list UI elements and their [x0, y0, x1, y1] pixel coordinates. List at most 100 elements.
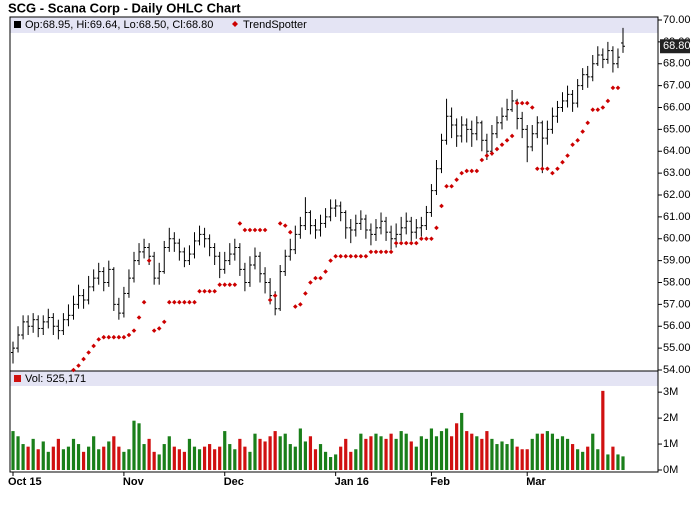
volume-bar — [495, 444, 499, 470]
volume-bar — [213, 449, 217, 470]
trendspotter-dot — [343, 253, 349, 259]
trendspotter-dot — [151, 328, 157, 333]
volume-bar — [439, 431, 444, 470]
trendspotter-dot — [303, 291, 308, 296]
volume-bar — [560, 436, 565, 470]
trendspotter-dot — [489, 151, 495, 156]
trendspotter-dot — [555, 166, 560, 172]
trendspotter-dot — [348, 253, 354, 259]
volume-bar — [243, 446, 247, 470]
volume-bar — [167, 436, 171, 470]
trendspotter-dot — [86, 350, 91, 355]
volume-bar — [565, 438, 570, 470]
volume-bar — [112, 436, 116, 470]
trendspotter-dot — [177, 299, 182, 305]
volume-bar — [374, 433, 378, 470]
trendspotter-dot — [449, 183, 454, 189]
volume-bar — [258, 438, 262, 470]
y-tick-label: 1M — [663, 438, 678, 450]
trendspotter-dot — [71, 367, 76, 373]
volume-bar — [26, 446, 30, 470]
volume-bar — [61, 449, 66, 470]
trendspotter-dot — [540, 166, 545, 172]
volume-bar — [56, 438, 60, 470]
trendspotter-dot — [293, 304, 298, 309]
y-tick-label: 55.00 — [663, 342, 691, 354]
trendspotter-dot — [172, 299, 177, 305]
last-price-label: 68.80 — [663, 40, 691, 52]
volume-bar — [66, 446, 71, 470]
volume-bar — [87, 446, 91, 470]
legend-band — [10, 17, 658, 33]
trendspotter-dot — [388, 249, 394, 255]
trendspotter-dot — [313, 275, 318, 281]
volume-bar — [505, 444, 509, 470]
trendspotter-dot — [429, 236, 434, 242]
trendspotter-dot — [282, 223, 288, 228]
volume-bar — [273, 431, 277, 470]
trendspotter-dot — [217, 282, 222, 287]
y-tick-label: 57.00 — [663, 298, 691, 310]
trendspotter-dot — [131, 328, 137, 333]
trendspotter-dot — [424, 236, 429, 242]
trendspotter-dot — [459, 170, 464, 176]
volume-bar — [177, 449, 181, 470]
volume-bar — [303, 441, 307, 470]
y-tick-label: 63.00 — [663, 167, 691, 179]
volume-bar — [46, 451, 50, 470]
volume-bar — [460, 412, 464, 470]
y-tick-label: 61.00 — [663, 211, 691, 223]
trendspotter-dot — [550, 170, 555, 176]
trendspotter-dot — [227, 282, 233, 287]
volume-bar — [359, 433, 363, 470]
volume-bar — [379, 436, 383, 470]
volume-bar — [601, 390, 605, 470]
trendspotter-dot — [257, 227, 263, 233]
trendspotter-dot — [141, 299, 147, 305]
y-tick-label: 60.00 — [663, 233, 691, 245]
y-tick-label: 68.00 — [663, 58, 691, 70]
trendspotter-dot — [111, 334, 117, 340]
volume-bar — [147, 438, 151, 470]
volume-bar — [364, 438, 368, 470]
trendspotter-dot — [419, 236, 424, 242]
trendspotter-dot — [81, 356, 86, 362]
volume-bar — [253, 433, 257, 470]
volume-bar — [485, 431, 489, 470]
trendspotter-dot — [444, 183, 449, 189]
trendspotter-dot — [197, 288, 202, 294]
x-tick-label: Mar — [526, 476, 546, 488]
trendspotter-dot — [207, 288, 212, 294]
trendspotter-dot — [252, 227, 258, 233]
trendspotter-dot — [494, 146, 500, 152]
volume-bar — [444, 428, 449, 470]
volume-bar — [152, 451, 156, 470]
trendspotter-dot — [504, 138, 510, 143]
trendspotter-dot — [222, 282, 228, 287]
volume-bar — [394, 438, 398, 470]
volume-bar — [102, 446, 106, 470]
trendspotter-dot — [529, 105, 535, 110]
x-tick-label: Oct 15 — [8, 476, 42, 488]
volume-bar — [192, 446, 197, 470]
x-tick-label: Jan 16 — [335, 476, 369, 488]
y-tick-label: 64.00 — [663, 145, 691, 157]
volume-bar — [409, 441, 413, 470]
volume-bar — [500, 441, 504, 470]
chart-title: SCG - Scana Corp - Daily OHLC Chart — [8, 0, 241, 15]
trendspotter-dot — [610, 85, 616, 91]
trendspotter-dot — [96, 337, 102, 342]
trendspotter-dot — [439, 203, 444, 209]
trendspotter-dot — [570, 142, 575, 147]
volume-bar — [202, 446, 207, 470]
trendspotter-dot — [272, 293, 278, 298]
volume-bar — [197, 449, 202, 470]
volume-bar — [187, 438, 192, 470]
volume-bar — [621, 456, 625, 470]
volume-bar — [449, 436, 454, 470]
volume-bar — [576, 449, 580, 470]
trendspotter-dot — [358, 253, 364, 259]
y-tick-label: 58.00 — [663, 276, 691, 288]
volume-bar — [268, 436, 272, 470]
